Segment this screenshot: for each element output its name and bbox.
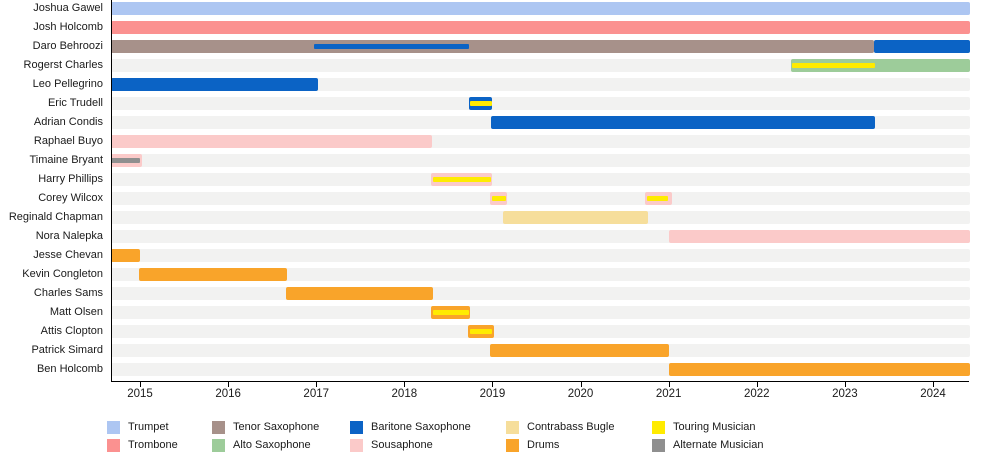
legend-swatch-alternate bbox=[652, 439, 665, 452]
x-axis-tick bbox=[668, 381, 670, 387]
legend-swatch-drums bbox=[506, 439, 519, 452]
x-axis-tick-label: 2021 bbox=[655, 388, 682, 400]
member-label: Kevin Congleton bbox=[22, 268, 103, 281]
member-label: Charles Sams bbox=[33, 287, 103, 300]
member-label: Reginald Chapman bbox=[8, 211, 103, 224]
x-axis-tick bbox=[932, 381, 934, 387]
x-axis-tick-label: 2019 bbox=[479, 388, 506, 400]
overlay-stripe-touring bbox=[469, 101, 492, 107]
x-axis-tick-label: 2015 bbox=[127, 388, 153, 400]
member-label: Patrick Simard bbox=[31, 344, 103, 357]
x-axis-tick-label: 2018 bbox=[391, 388, 418, 400]
legend-label-baritone: Baritone Saxophone bbox=[371, 421, 471, 433]
legend-label-sousaphone: Sousaphone bbox=[371, 439, 433, 451]
x-axis-tick bbox=[316, 381, 318, 387]
overlay-stripe-alternate bbox=[110, 158, 140, 164]
timeline-bar-baritone bbox=[873, 40, 970, 54]
overlay-stripe-baritone bbox=[313, 44, 469, 50]
timeline-bar-baritone bbox=[490, 116, 875, 130]
x-axis-tick bbox=[140, 381, 141, 387]
overlay-stripe-touring bbox=[469, 329, 493, 335]
row-band bbox=[111, 154, 970, 168]
timeline-bar-tenor bbox=[110, 40, 874, 54]
timeline-bar-drums bbox=[668, 363, 970, 377]
legend-swatch-touring bbox=[652, 421, 665, 434]
member-label: Timaine Bryant bbox=[29, 154, 103, 167]
member-label: Daro Behroozi bbox=[32, 40, 103, 53]
row-band bbox=[111, 59, 970, 73]
timeline-bar-alto bbox=[791, 59, 970, 73]
member-label: Leo Pellegrino bbox=[32, 78, 103, 91]
timeline-bar-drums bbox=[489, 344, 669, 358]
row-band bbox=[111, 287, 970, 301]
timeline-bar-sousaphone bbox=[110, 135, 432, 149]
x-axis-tick bbox=[580, 381, 582, 387]
overlay-stripe-touring bbox=[432, 177, 491, 183]
row-band bbox=[111, 268, 970, 282]
timeline-bar-sousaphone bbox=[668, 230, 970, 244]
timeline-bar-baritone bbox=[110, 78, 318, 92]
x-axis-tick bbox=[228, 381, 230, 387]
legend-swatch-trumpet bbox=[107, 421, 120, 434]
x-axis-tick-label: 2023 bbox=[832, 388, 858, 400]
x-axis-tick bbox=[844, 381, 846, 387]
legend-swatch-sousaphone bbox=[350, 439, 363, 452]
member-label: Matt Olsen bbox=[49, 306, 103, 319]
legend-label-contrabass: Contrabass Bugle bbox=[527, 421, 615, 433]
member-label: Joshua Gawel bbox=[33, 2, 103, 15]
overlay-stripe-touring bbox=[792, 63, 875, 69]
legend-label-trombone: Trombone bbox=[128, 439, 178, 451]
timeline-bar-trumpet bbox=[110, 2, 970, 16]
member-label: Eric Trudell bbox=[47, 97, 103, 110]
x-axis-tick bbox=[404, 381, 406, 387]
x-axis-tick bbox=[756, 381, 758, 387]
member-label: Raphael Buyo bbox=[33, 135, 103, 148]
legend-label-alternate: Alternate Musician bbox=[673, 439, 764, 451]
legend-label-alto: Alto Saxophone bbox=[233, 439, 311, 451]
legend-label-touring: Touring Musician bbox=[673, 421, 756, 433]
member-label: Attis Clopton bbox=[40, 325, 103, 338]
timeline-bar-drums bbox=[139, 268, 288, 282]
row-band bbox=[111, 173, 970, 187]
x-axis-tick bbox=[492, 381, 494, 387]
member-label: Corey Wilcox bbox=[38, 192, 103, 205]
row-band bbox=[111, 78, 970, 92]
x-axis-tick-label: 2017 bbox=[303, 388, 330, 400]
x-axis-tick-label: 2020 bbox=[567, 388, 594, 400]
timeline-bar-drums bbox=[110, 249, 140, 263]
legend-swatch-tenor bbox=[212, 421, 225, 434]
overlay-stripe-touring bbox=[432, 310, 469, 316]
legend-swatch-alto bbox=[212, 439, 225, 452]
row-band bbox=[111, 325, 970, 339]
legend-label-drums: Drums bbox=[527, 439, 560, 451]
x-axis-tick-label: 2016 bbox=[215, 388, 241, 400]
overlay-stripe-touring bbox=[646, 196, 668, 202]
member-label: Adrian Condis bbox=[33, 116, 103, 129]
legend-swatch-trombone bbox=[107, 439, 120, 452]
member-label: Jesse Chevan bbox=[33, 249, 103, 262]
overlay-stripe-touring bbox=[491, 196, 506, 202]
x-axis-tick-label: 2022 bbox=[743, 388, 770, 400]
legend-swatch-contrabass bbox=[506, 421, 519, 434]
timeline-bar-trombone bbox=[110, 21, 970, 35]
legend-label-tenor: Tenor Saxophone bbox=[233, 421, 320, 433]
y-axis-line bbox=[111, 0, 113, 382]
member-label: Ben Holcomb bbox=[36, 363, 103, 376]
member-label: Nora Nalepka bbox=[35, 230, 103, 243]
row-band bbox=[111, 192, 970, 206]
member-label: Harry Phillips bbox=[38, 173, 103, 186]
legend-swatch-baritone bbox=[350, 421, 363, 434]
timeline-bar-contrabass bbox=[503, 211, 648, 225]
legend-label-trumpet: Trumpet bbox=[128, 421, 169, 433]
row-band bbox=[111, 306, 970, 320]
row-band bbox=[111, 97, 970, 111]
x-axis-tick-label: 2024 bbox=[920, 388, 946, 400]
member-label: Rogerst Charles bbox=[23, 59, 103, 72]
member-label: Josh Holcomb bbox=[33, 21, 103, 34]
timeline-bar-drums bbox=[286, 287, 433, 301]
x-axis-line bbox=[111, 380, 969, 382]
row-band bbox=[111, 249, 970, 263]
